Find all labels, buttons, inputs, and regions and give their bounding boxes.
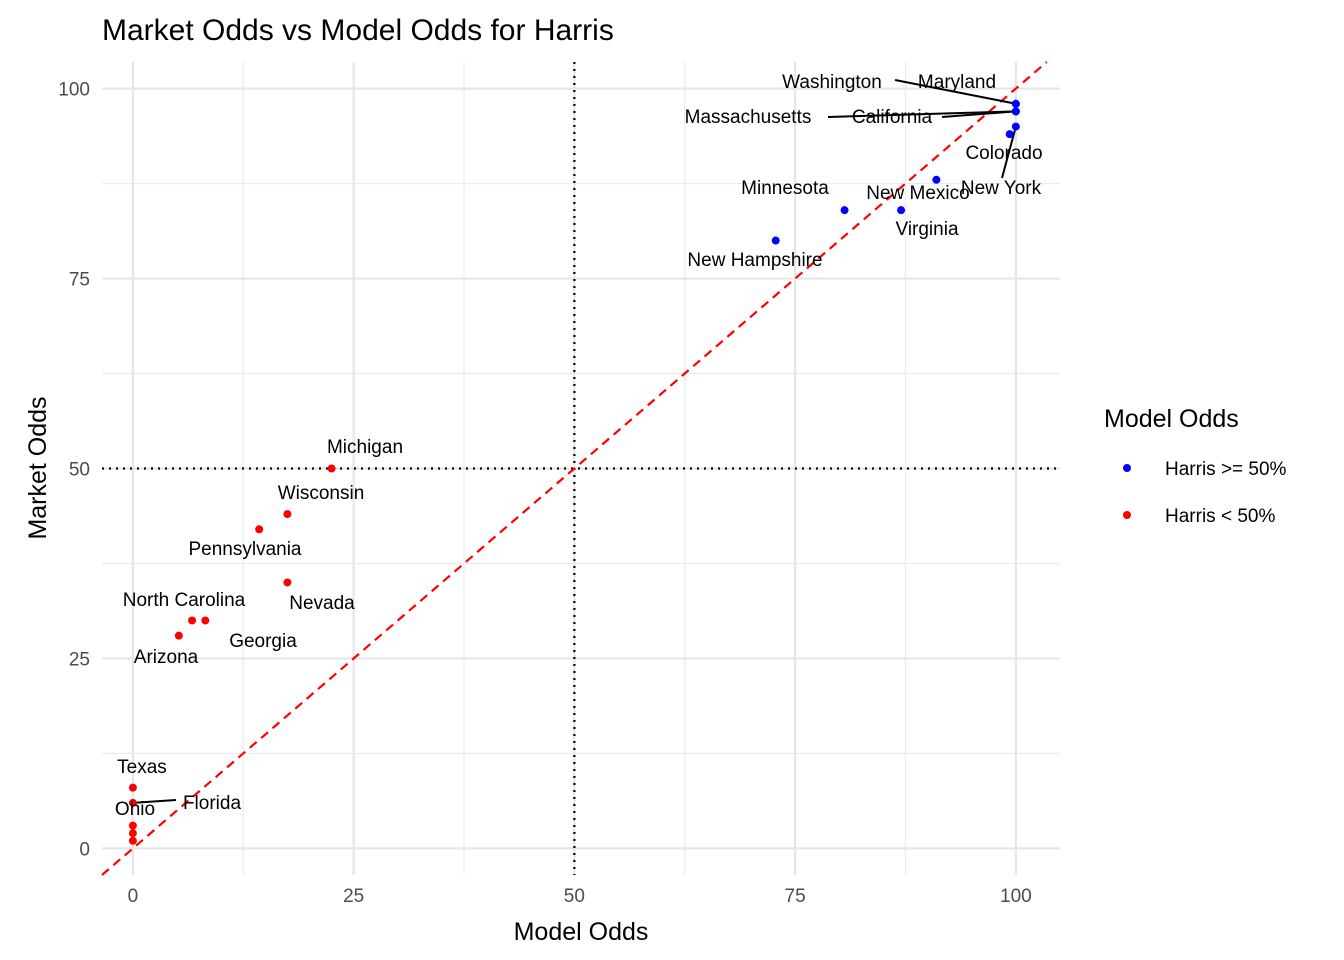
- point-label: Colorado: [965, 143, 1042, 164]
- chart-title: Market Odds vs Model Odds for Harris: [102, 14, 614, 47]
- legend-key: [1123, 511, 1131, 519]
- leader-line: [827, 110, 1016, 118]
- point-label: New Hampshire: [687, 250, 822, 271]
- data-point: [128, 836, 137, 845]
- data-point: [327, 464, 336, 473]
- x-tick-label: 100: [1000, 886, 1032, 907]
- point-label: Maryland: [918, 72, 996, 93]
- data-point: [174, 631, 183, 640]
- diagonal-line: [101, 61, 1048, 876]
- x-tick-label: 50: [564, 886, 585, 907]
- data-point: [128, 829, 137, 838]
- point-label: North Carolina: [123, 590, 246, 611]
- y-tick-label: 100: [58, 80, 90, 101]
- data-point: [128, 798, 137, 807]
- legend-key: [1123, 464, 1131, 472]
- x-tick-labels: 0 25 50 75 100: [128, 886, 1032, 907]
- point-label: Florida: [183, 793, 242, 814]
- point-label: Nevada: [289, 593, 355, 614]
- y-tick-label: 50: [69, 460, 90, 481]
- reference-lines: [101, 61, 1060, 876]
- leader-line: [132, 799, 177, 804]
- data-point: [840, 206, 849, 215]
- point-label: Wisconsin: [278, 483, 365, 504]
- data-point: [188, 616, 197, 625]
- data-point: [201, 616, 210, 625]
- y-tick-label: 25: [69, 649, 90, 670]
- data-points: [128, 99, 1020, 845]
- point-labels: Washington Maryland Massachusetts Californi…: [115, 72, 1043, 820]
- data-point: [1011, 107, 1020, 116]
- leader-line: [941, 110, 1016, 118]
- grid-minor: [102, 62, 1060, 875]
- y-axis-title: Market Odds: [24, 396, 52, 539]
- data-point: [255, 525, 264, 534]
- x-tick-label: 0: [128, 886, 139, 907]
- data-point: [932, 175, 941, 184]
- legend-entry-label: Harris >= 50%: [1165, 459, 1287, 480]
- data-point: [1011, 122, 1020, 131]
- y-tick-labels: 0 25 50 75 100: [58, 80, 90, 861]
- data-point: [1011, 99, 1020, 108]
- point-label: Massachusetts: [685, 107, 812, 128]
- point-label: Texas: [117, 757, 167, 778]
- point-label: Washington: [782, 72, 882, 93]
- y-tick-label: 75: [69, 270, 90, 291]
- point-label: Arizona: [134, 647, 199, 668]
- grid-major: [102, 62, 1060, 875]
- point-label: New Mexico: [866, 183, 969, 204]
- data-point: [283, 578, 292, 587]
- point-label: Virginia: [895, 219, 958, 240]
- point-label: Minnesota: [741, 178, 829, 199]
- point-label: California: [852, 107, 933, 128]
- legend-entry-label: Harris < 50%: [1165, 506, 1275, 527]
- x-tick-label: 75: [785, 886, 806, 907]
- point-label: Ohio: [115, 799, 155, 820]
- point-label: New York: [961, 178, 1042, 199]
- point-label: Georgia: [229, 631, 297, 652]
- legend-title: Model Odds: [1104, 405, 1239, 433]
- data-point: [771, 236, 780, 245]
- x-tick-label: 25: [343, 886, 364, 907]
- legend: Model Odds Harris >= 50% Harris < 50%: [1104, 405, 1287, 527]
- point-label: Pennsylvania: [188, 539, 301, 560]
- data-point: [283, 510, 292, 519]
- point-label: Michigan: [327, 437, 403, 458]
- data-point: [128, 783, 137, 792]
- y-tick-label: 0: [79, 839, 90, 860]
- data-point: [1005, 130, 1014, 139]
- x-axis-title: Model Odds: [514, 918, 649, 946]
- data-point: [897, 206, 906, 215]
- leader-line: [894, 79, 1017, 105]
- data-point: [128, 821, 137, 830]
